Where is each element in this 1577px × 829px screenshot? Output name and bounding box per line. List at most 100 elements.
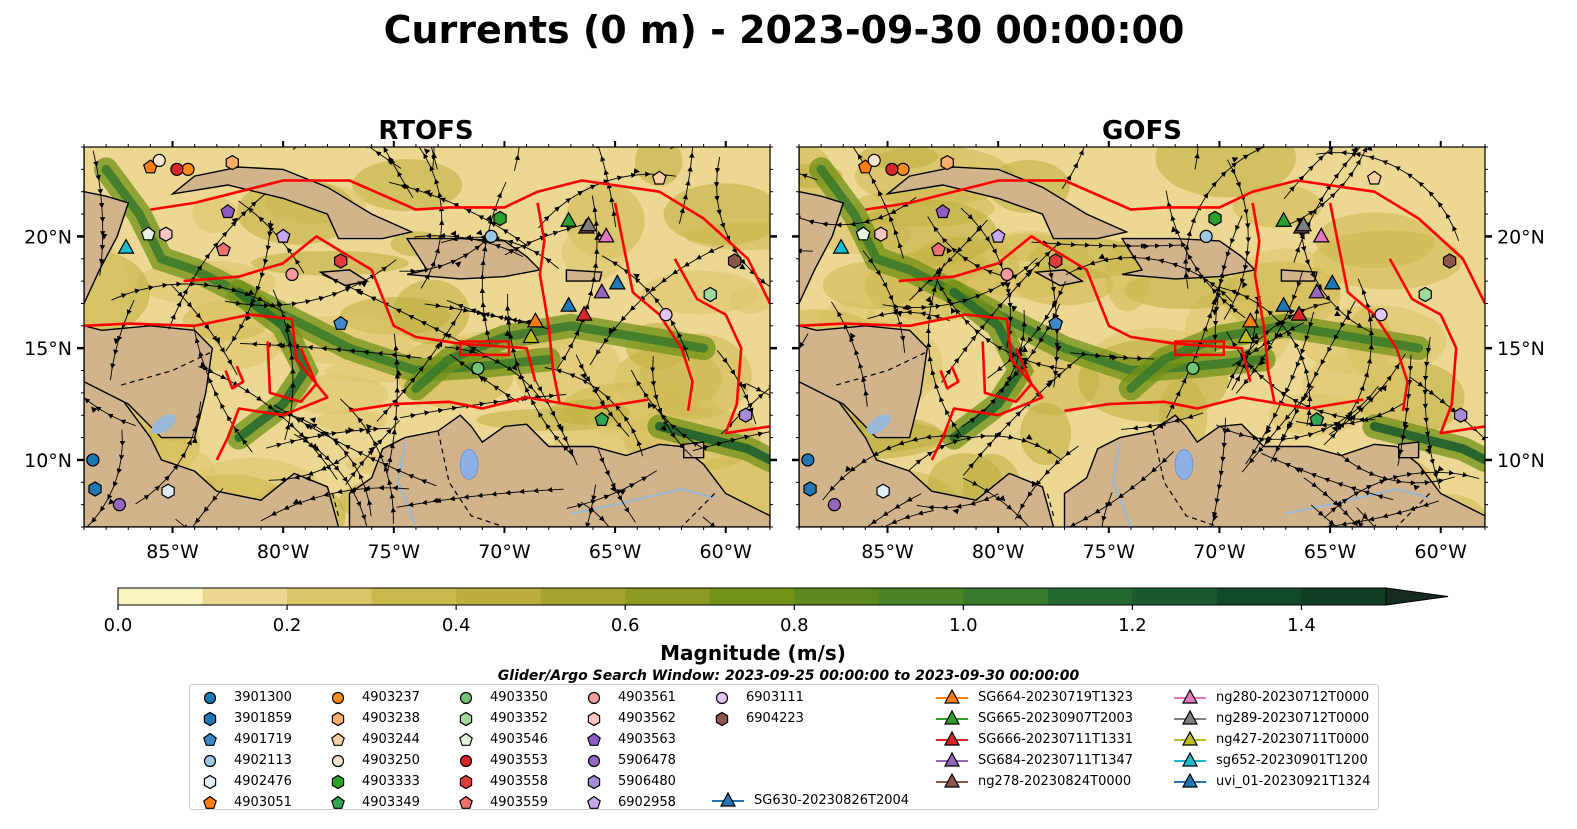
glider-marker[interactable] bbox=[1308, 283, 1326, 299]
glider-marker[interactable] bbox=[522, 327, 540, 344]
argo-float-marker[interactable] bbox=[275, 228, 291, 243]
argo-float-marker[interactable] bbox=[1366, 170, 1382, 185]
argo-float-marker[interactable] bbox=[493, 210, 507, 227]
legend-item[interactable]: 4903349 bbox=[326, 792, 446, 813]
argo-float-marker[interactable] bbox=[651, 170, 667, 185]
legend-item[interactable]: 4903238 bbox=[326, 708, 446, 729]
argo-float-marker[interactable] bbox=[181, 162, 195, 176]
glider-marker[interactable] bbox=[1275, 296, 1293, 312]
glider-marker[interactable] bbox=[575, 305, 593, 321]
argo-float-marker[interactable] bbox=[333, 315, 349, 330]
argo-float-marker[interactable] bbox=[161, 483, 175, 499]
argo-float-marker[interactable] bbox=[112, 498, 127, 512]
argo-float-marker[interactable] bbox=[874, 226, 888, 242]
argo-float-marker[interactable] bbox=[1374, 308, 1388, 322]
argo-float-marker[interactable] bbox=[1442, 253, 1457, 269]
glider-marker[interactable] bbox=[1323, 274, 1341, 290]
glider-marker[interactable] bbox=[1295, 215, 1313, 232]
legend-item[interactable]: 4903352 bbox=[454, 708, 574, 729]
argo-float-marker[interactable] bbox=[739, 407, 753, 423]
legend-item[interactable]: SG665-20230907T2003 bbox=[934, 708, 1154, 729]
glider-marker[interactable] bbox=[580, 215, 598, 232]
argo-float-marker[interactable] bbox=[876, 483, 890, 499]
argo-float-marker[interactable] bbox=[220, 204, 236, 219]
argo-float-marker[interactable] bbox=[896, 162, 910, 176]
legend-item[interactable]: SG630-20230826T2004 bbox=[710, 790, 930, 811]
argo-float-marker[interactable] bbox=[1186, 361, 1200, 375]
argo-float-marker[interactable] bbox=[1049, 253, 1063, 269]
legend-item[interactable]: 4903562 bbox=[582, 708, 702, 729]
legend-item[interactable]: 4903558 bbox=[454, 771, 574, 792]
legend-item[interactable]: 4902476 bbox=[198, 771, 318, 792]
argo-float-marker[interactable] bbox=[727, 253, 742, 269]
legend-item[interactable]: 4903350 bbox=[454, 687, 574, 708]
legend-item[interactable]: 3901859 bbox=[198, 708, 318, 729]
legend-item[interactable]: sg652-20230901T1200 bbox=[1172, 750, 1392, 771]
argo-float-marker[interactable] bbox=[803, 481, 817, 497]
legend-item[interactable]: 4903546 bbox=[454, 729, 574, 750]
glider-marker[interactable] bbox=[560, 296, 578, 312]
legend-item[interactable]: ng427-20230711T0000 bbox=[1172, 729, 1392, 750]
argo-float-marker[interactable] bbox=[152, 153, 166, 168]
argo-float-marker[interactable] bbox=[1208, 210, 1222, 227]
argo-float-marker[interactable] bbox=[1000, 267, 1014, 282]
glider-marker[interactable] bbox=[1290, 305, 1308, 321]
legend-item[interactable]: 4901719 bbox=[198, 729, 318, 750]
argo-float-marker[interactable] bbox=[159, 226, 173, 242]
glider-marker[interactable] bbox=[1241, 312, 1259, 328]
glider-marker[interactable] bbox=[597, 227, 615, 243]
legend-item[interactable]: 5906478 bbox=[582, 750, 702, 771]
legend-item[interactable]: SG666-20230711T1331 bbox=[934, 729, 1154, 750]
argo-float-marker[interactable] bbox=[1309, 411, 1325, 426]
legend-item[interactable]: uvi_01-20230921T1324 bbox=[1172, 771, 1392, 792]
argo-float-marker[interactable] bbox=[703, 286, 717, 303]
argo-float-marker[interactable] bbox=[1199, 229, 1213, 244]
argo-float-marker[interactable] bbox=[1454, 407, 1468, 423]
legend-item[interactable]: SG664-20230719T1323 bbox=[934, 687, 1154, 708]
legend-item[interactable]: 4903237 bbox=[326, 687, 446, 708]
legend-item[interactable]: SG684-20230711T1347 bbox=[934, 750, 1154, 771]
glider-marker[interactable] bbox=[1275, 211, 1293, 227]
argo-float-marker[interactable] bbox=[484, 229, 498, 244]
legend-item[interactable]: 6902958 bbox=[582, 792, 702, 813]
glider-marker[interactable] bbox=[560, 211, 578, 227]
glider-marker[interactable] bbox=[832, 238, 850, 254]
argo-float-marker[interactable] bbox=[855, 226, 871, 241]
argo-float-marker[interactable] bbox=[990, 228, 1006, 243]
glider-marker[interactable] bbox=[593, 283, 611, 299]
legend-item[interactable]: 4903563 bbox=[582, 729, 702, 750]
legend-item[interactable]: ng289-20230712T0000 bbox=[1172, 708, 1392, 729]
legend-item[interactable]: 4903250 bbox=[326, 750, 446, 771]
legend-item[interactable]: 4903051 bbox=[198, 792, 318, 813]
argo-float-marker[interactable] bbox=[931, 242, 946, 257]
argo-float-marker[interactable] bbox=[1418, 286, 1432, 303]
argo-float-marker[interactable] bbox=[867, 153, 881, 168]
legend-item[interactable]: ng278-20230824T0000 bbox=[934, 771, 1154, 792]
argo-float-marker[interactable] bbox=[659, 308, 673, 322]
legend-item[interactable]: 4903561 bbox=[582, 687, 702, 708]
legend-item[interactable]: ng280-20230712T0000 bbox=[1172, 687, 1392, 708]
argo-float-marker[interactable] bbox=[471, 361, 485, 375]
glider-marker[interactable] bbox=[526, 312, 544, 328]
argo-float-marker[interactable] bbox=[935, 204, 951, 219]
argo-float-marker[interactable] bbox=[334, 253, 348, 269]
argo-float-marker[interactable] bbox=[885, 162, 899, 176]
argo-float-marker[interactable] bbox=[140, 226, 156, 241]
argo-float-marker[interactable] bbox=[86, 453, 100, 467]
legend-item[interactable]: 6904223 bbox=[710, 708, 830, 729]
map-panel-gofs[interactable]: GOFS 85°W 80°W 75°W 70°W 65°W 60°W 20°N 15°N 10°… bbox=[670, 62, 1545, 640]
glider-marker[interactable] bbox=[608, 274, 626, 290]
argo-float-marker[interactable] bbox=[285, 267, 299, 282]
map-panel-rtofs[interactable]: RTOFS 85°W 80°W 75°W 70°W 65°W 60°W 20°N 15°N 10… bbox=[17, 9, 853, 679]
glider-marker[interactable] bbox=[1237, 327, 1255, 344]
argo-float-marker[interactable] bbox=[594, 411, 610, 426]
argo-float-marker[interactable] bbox=[216, 242, 231, 257]
argo-float-marker[interactable] bbox=[170, 162, 184, 176]
glider-marker[interactable] bbox=[1312, 227, 1330, 243]
argo-float-marker[interactable] bbox=[88, 481, 102, 497]
legend-item[interactable]: 4903559 bbox=[454, 792, 574, 813]
argo-float-marker[interactable] bbox=[940, 154, 954, 171]
glider-marker[interactable] bbox=[117, 238, 135, 254]
legend-item[interactable]: 4903244 bbox=[326, 729, 446, 750]
legend-item[interactable]: 5906480 bbox=[582, 771, 702, 792]
